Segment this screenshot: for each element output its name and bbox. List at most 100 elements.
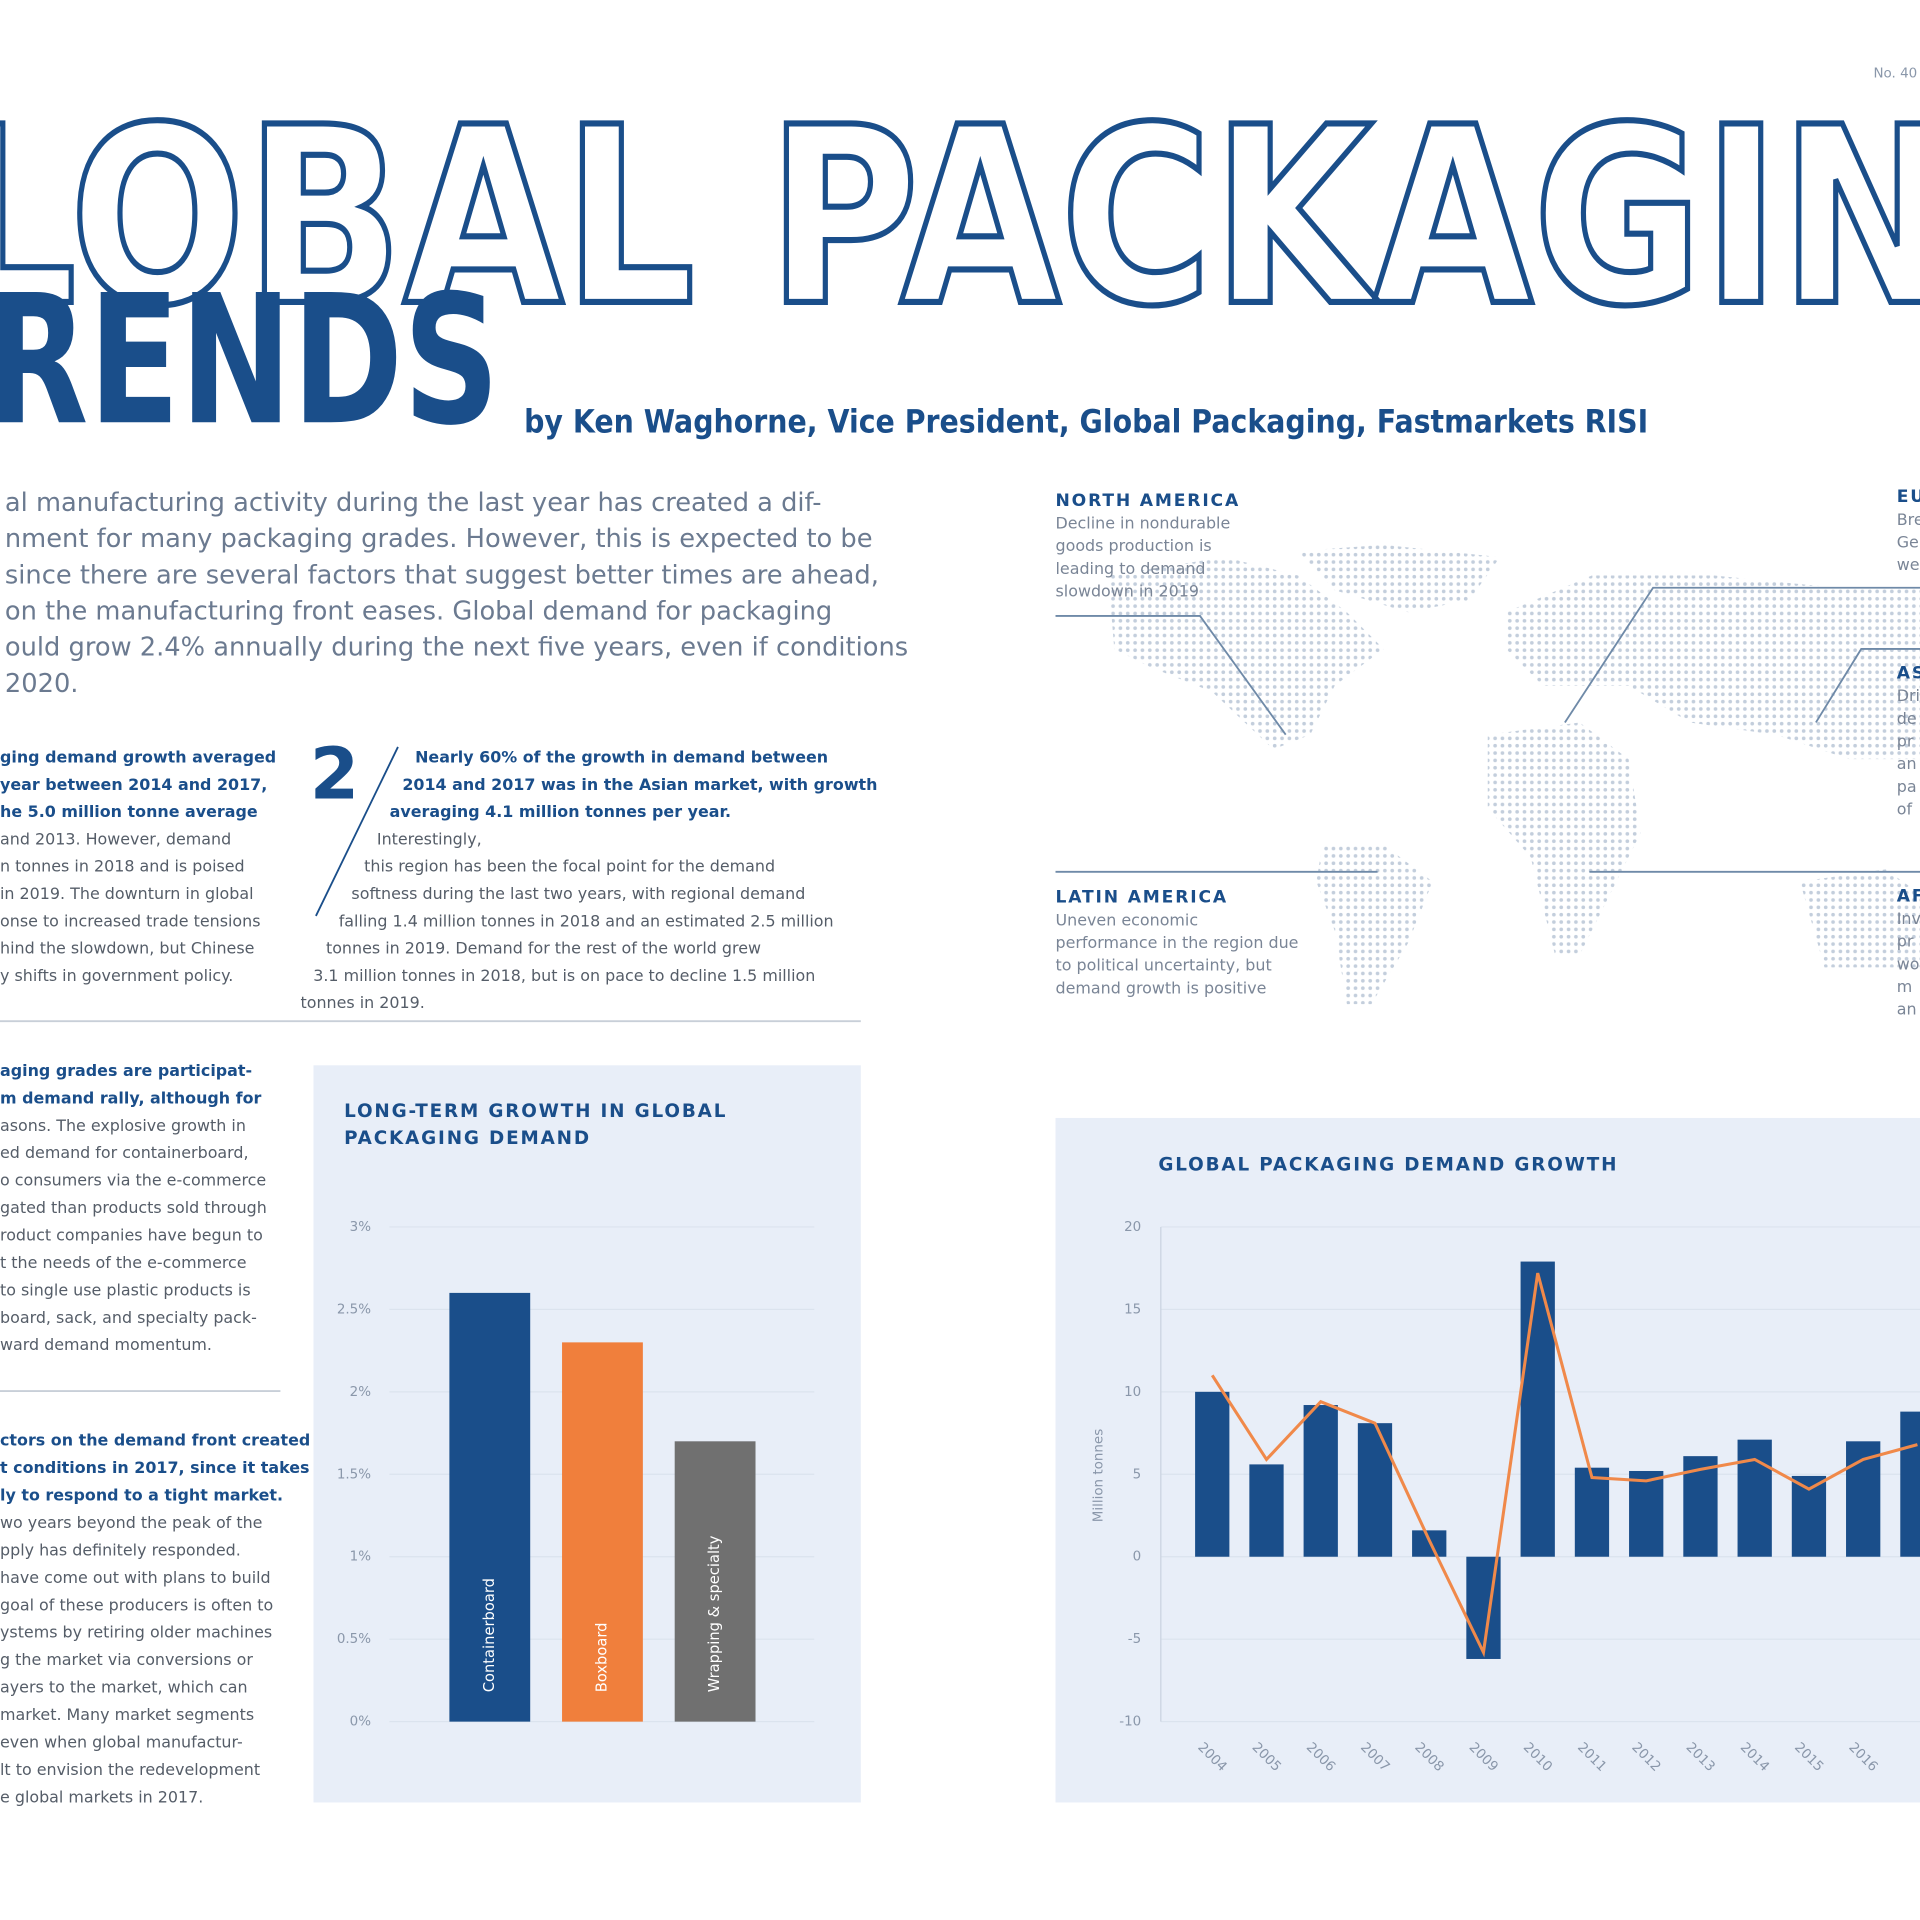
bar <box>1303 1405 1338 1557</box>
intro-line: on the manufacturing front eases. Global… <box>5 597 832 627</box>
bar-label: Containerboard <box>481 1578 498 1692</box>
bar <box>1357 1423 1393 1557</box>
body-line: asons. The explosive growth in <box>0 1116 246 1135</box>
body-line: Interestingly, <box>377 829 482 848</box>
y-tick-label: 15 <box>1124 1302 1141 1317</box>
body-line: t the needs of the e-commerce <box>0 1253 247 1272</box>
region-text: pr <box>1897 932 1914 951</box>
bar <box>1195 1391 1230 1557</box>
region-text: we <box>1897 555 1920 574</box>
region-text: Dri <box>1897 686 1920 705</box>
lead-line: ging demand growth averaged <box>0 747 276 766</box>
bar <box>674 1441 756 1722</box>
body-line: ward demand momentum. <box>0 1335 212 1354</box>
region-name: AF <box>1897 886 1920 906</box>
lead-line: m demand rally, although for <box>0 1088 261 1107</box>
region-name: NORTH AMERICA <box>1056 491 1241 511</box>
continent <box>1316 844 1433 1005</box>
y-tick-label: 1.5% <box>337 1467 371 1482</box>
body-line: y shifts in government policy. <box>0 966 233 985</box>
region-text: performance in the region due <box>1056 933 1299 952</box>
lead-line: Nearly 60% of the growth in demand betwe… <box>415 747 828 766</box>
body-line: e global markets in 2017. <box>0 1787 203 1806</box>
body-line: hind the slowdown, but Chinese <box>0 939 254 958</box>
body-line: tonnes in 2019. Demand for the rest of t… <box>326 939 761 958</box>
bar <box>1520 1261 1555 1557</box>
region-text: Ge <box>1897 533 1919 552</box>
chart-panel <box>1055 1117 1920 1803</box>
body-line: ayers to the market, which can <box>0 1678 248 1697</box>
intro-line: ould grow 2.4% annually during the next … <box>5 633 908 663</box>
continent <box>1800 869 1920 968</box>
region-text: an <box>1897 1000 1917 1019</box>
body-line: tonnes in 2019. <box>300 993 424 1012</box>
region-text: m <box>1897 977 1913 996</box>
region-text: pr <box>1897 732 1914 751</box>
region-text: wo <box>1897 954 1920 973</box>
body-line: ystems by retiring older machines <box>0 1623 272 1642</box>
region-text: of <box>1897 800 1913 819</box>
pointer <box>1055 615 1287 736</box>
bar <box>1249 1464 1284 1557</box>
y-tick-label: 1% <box>350 1550 372 1565</box>
continent <box>1506 575 1920 760</box>
y-tick-label: 0% <box>350 1715 372 1730</box>
lead-line: year between 2014 and 2017, <box>0 775 267 794</box>
world-map <box>1055 544 1920 1005</box>
chart-title: GLOBAL PACKAGING DEMAND GROWTH <box>1158 1155 1618 1176</box>
region-name: EU <box>1897 487 1920 507</box>
title-line: LOBAL PACKAGIN <box>0 75 1920 360</box>
intro-line: 2020. <box>5 669 79 699</box>
y-tick-label: 20 <box>1124 1220 1141 1235</box>
y-tick-label: 2.5% <box>337 1302 371 1317</box>
page-number: No. 40 <box>1873 66 1917 81</box>
lead-line: averaging 4.1 million tonnes per year. <box>390 802 731 821</box>
region-name: AS <box>1897 663 1920 683</box>
slash <box>315 746 399 917</box>
pointer <box>1564 586 1920 723</box>
region-text: leading to demand <box>1056 559 1206 578</box>
chart-title: PACKAGING DEMAND <box>344 1128 591 1149</box>
body-line: g the market via conversions or <box>0 1650 253 1669</box>
body-line: onse to increased trade tensions <box>0 911 261 930</box>
bar <box>562 1342 643 1722</box>
bar <box>1900 1411 1920 1557</box>
body-line: even when global manufactur- <box>0 1732 243 1751</box>
bar <box>1629 1470 1664 1557</box>
continent <box>1487 722 1641 956</box>
lead-line: 2014 and 2017 was in the Asian market, w… <box>402 775 877 794</box>
y-tick-label: 10 <box>1124 1385 1141 1400</box>
bar <box>449 1292 531 1722</box>
title-line: RENDS <box>0 257 500 465</box>
body-line: in 2019. The downturn in global <box>0 884 254 903</box>
region-text: Bre <box>1897 510 1920 529</box>
region-text: pa <box>1897 777 1917 796</box>
byline: by Ken Waghorne, Vice President, Global … <box>524 403 1648 441</box>
y-tick-label: -10 <box>1119 1715 1141 1730</box>
body-line: o consumers via the e-commerce <box>0 1171 266 1190</box>
y-tick-label: 5 <box>1133 1467 1142 1482</box>
body-line: falling 1.4 million tonnes in 2018 and a… <box>339 911 834 930</box>
intro-line: nment for many packaging grades. However… <box>5 524 873 554</box>
lead-line: t conditions in 2017, since it takes <box>0 1458 309 1477</box>
region-text: to political uncertainty, but <box>1056 956 1272 975</box>
y-axis-label: Million tonnes <box>1091 1429 1106 1522</box>
region-text: slowdown in 2019 <box>1056 582 1199 601</box>
body-line: pply has definitely responded. <box>0 1540 241 1559</box>
y-tick-label: -5 <box>1128 1632 1141 1647</box>
region-name: LATIN AMERICA <box>1056 888 1228 908</box>
body-line: to single use plastic products is <box>0 1280 251 1299</box>
lead-line: aging grades are participat- <box>0 1061 252 1080</box>
body-line: market. Many market segments <box>0 1705 254 1724</box>
region-text: an <box>1897 754 1917 773</box>
region-text: demand growth is positive <box>1056 978 1267 997</box>
region-text: Decline in nondurable <box>1056 514 1231 533</box>
bar <box>1574 1467 1610 1557</box>
body-line: lt to envision the redevelopment <box>0 1760 260 1779</box>
body-line: softness during the last two years, with… <box>351 884 805 903</box>
continent <box>1297 544 1500 613</box>
body-line: 3.1 million tonnes in 2018, but is on pa… <box>313 966 815 985</box>
region-text: Uneven economic <box>1056 910 1199 929</box>
